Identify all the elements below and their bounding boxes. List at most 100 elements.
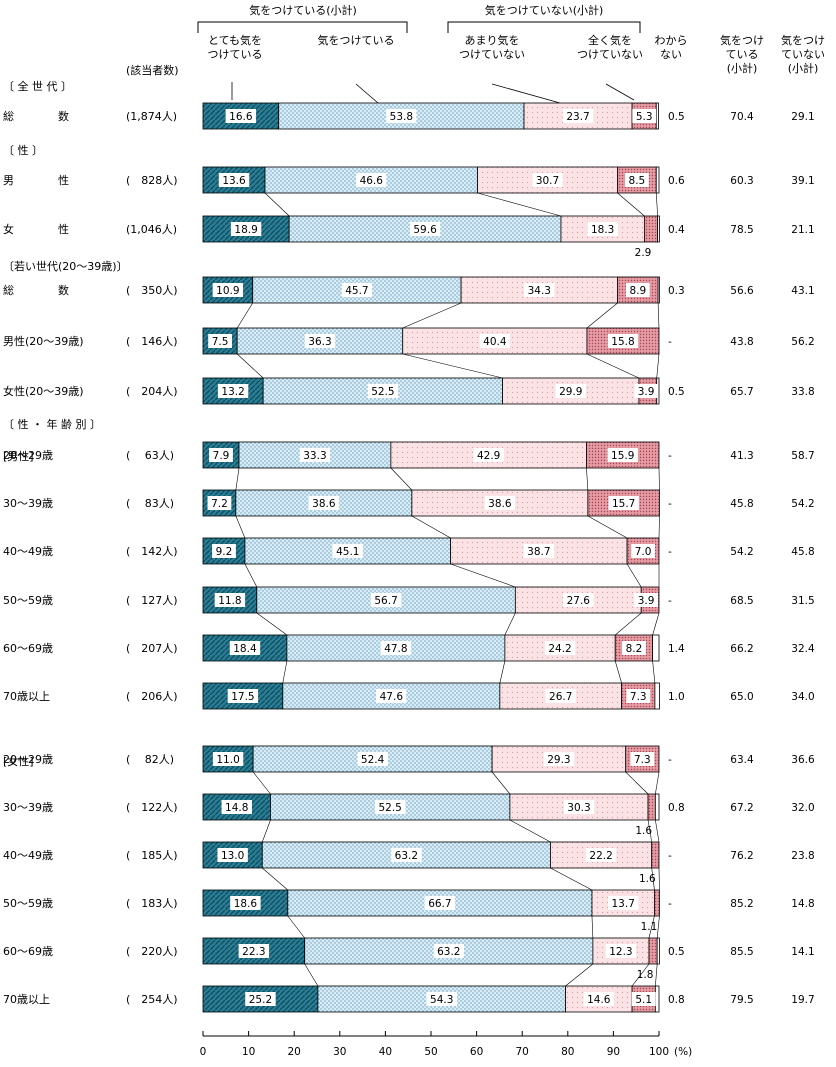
row-label: 70歳以上 — [3, 690, 50, 703]
data-label: 7.3 — [634, 754, 651, 766]
row-label: 60〜69歳 — [3, 642, 53, 655]
data-label: 42.9 — [477, 450, 500, 462]
connector-line — [282, 660, 288, 684]
data-label: 52.4 — [361, 754, 385, 766]
x-tick-label: 60 — [470, 1046, 483, 1058]
row-n: ( 254人) — [126, 993, 178, 1006]
data-label: 10.9 — [216, 285, 239, 297]
data-label-bg — [630, 752, 655, 766]
data-label-bg — [376, 689, 407, 703]
subtotal-nocare-value: 19.7 — [791, 994, 814, 1006]
data-label-bg — [634, 384, 658, 398]
connector-line — [587, 515, 628, 539]
row-n: ( 83人) — [126, 497, 174, 510]
data-label: 26.7 — [549, 691, 572, 703]
subtotal-nocare-value: 43.1 — [791, 285, 814, 297]
nocare-subtotal-header: ていない — [781, 48, 825, 61]
row-label: 40〜49歳 — [3, 545, 53, 558]
legend-leader-line — [491, 83, 561, 104]
row-label: 女性(20〜39歳) — [3, 384, 84, 398]
data-label-bg — [632, 109, 657, 123]
data-label-bg — [308, 496, 340, 510]
legend-label: つけていない — [459, 48, 525, 61]
data-label-bg — [626, 689, 651, 703]
bar-row: 50〜59歳 ( 127人) 11.8 56.7 27.6 3.9 - 68.5 31.5 — [3, 586, 815, 614]
row-label: 20〜29歳 — [3, 449, 53, 462]
bar-row: 40〜49歳 ( 185人) 13.0 63.2 22.2 1.6- 76.2 23.8 — [3, 841, 815, 885]
unknown-value: - — [668, 546, 672, 558]
connector-line — [651, 867, 655, 891]
row-label: 70歳以上 — [3, 993, 50, 1006]
subtotal-nocare-value: 33.8 — [791, 386, 814, 398]
row-n: ( 122人) — [126, 801, 178, 814]
data-label: 8.2 — [626, 643, 643, 655]
data-label-bg — [225, 109, 257, 123]
data-label: 13.2 — [221, 386, 244, 398]
bar-connector-lines — [235, 192, 660, 987]
unknown-value: 0.5 — [668, 386, 685, 398]
bar-segment-unknown — [657, 276, 660, 304]
unknown-value: 0.5 — [668, 111, 685, 123]
bar-row: 20〜29歳 ( 82人) 11.0 52.4 29.3 7.3 - 63.4 36.6 — [3, 745, 815, 773]
bar-row: 30〜39歳 ( 83人) 7.2 38.6 38.6 15.7 - 45.8 54.2 — [3, 489, 815, 517]
row-n: ( 82人) — [126, 753, 174, 766]
unknown-value: - — [668, 850, 672, 862]
data-label: 53.8 — [390, 111, 413, 123]
data-label-bg — [332, 544, 363, 558]
connector-line — [402, 302, 462, 329]
data-label: 23.7 — [566, 111, 589, 123]
data-label: 3.9 — [638, 595, 655, 607]
subtotal-nocare-value: 58.7 — [791, 450, 814, 462]
row-n: ( 146人) — [126, 335, 178, 348]
subtotal-nocare-value: 36.6 — [791, 754, 815, 766]
row-label: 30〜39歳 — [3, 801, 53, 814]
unknown-value: 0.4 — [668, 224, 685, 236]
connector-line — [252, 771, 271, 795]
male-subgroup-label: [男性] — [3, 449, 34, 463]
female-subgroup-label: [女性] — [3, 754, 34, 768]
subtotal-care-value: 78.5 — [730, 224, 753, 236]
connector-line — [235, 515, 246, 539]
connector-line — [655, 771, 660, 795]
data-label-bg — [587, 222, 618, 236]
legend-label: あまり気を — [465, 33, 520, 47]
data-label: 15.9 — [611, 450, 634, 462]
data-label-bg — [555, 384, 586, 398]
legend-label: 気をつけている — [318, 33, 395, 47]
x-tick-label: 100 — [649, 1046, 669, 1058]
connector-line — [656, 353, 660, 379]
row-label: 総 数 — [3, 283, 69, 297]
data-label-bg — [622, 641, 646, 655]
data-label-bg — [238, 944, 270, 958]
subtotal-nocare-value: 45.8 — [791, 546, 814, 558]
subtotal-care-value: 41.3 — [730, 450, 753, 462]
row-label: 50〜59歳 — [3, 594, 53, 607]
bar-row: 20〜29歳 ( 63人) 7.9 33.3 42.9 15.9 - 41.3 58.7 — [3, 441, 815, 469]
x-tick-label: 50 — [424, 1046, 437, 1058]
unknown-value: 0.8 — [668, 802, 685, 814]
connector-line — [450, 563, 516, 588]
data-label: 13.0 — [221, 850, 244, 862]
bar-segment-unknown — [657, 215, 660, 243]
data-label: 45.1 — [336, 546, 359, 558]
row-label: 男 性 — [3, 173, 69, 187]
data-label: 54.3 — [430, 994, 453, 1006]
legend-leader-line — [605, 83, 635, 101]
subtotal-nocare-value: 23.8 — [791, 850, 814, 862]
row-n: ( 220人) — [126, 945, 178, 958]
bar-segment-not-careful-at-all — [651, 841, 660, 869]
data-label-bg — [608, 896, 639, 910]
unknown-value: - — [668, 336, 672, 348]
x-axis-unit: (%) — [674, 1046, 692, 1058]
data-label: 16.6 — [229, 111, 253, 123]
data-label: 18.6 — [234, 898, 258, 910]
bar-segment-unknown — [652, 634, 660, 662]
data-label: 5.3 — [636, 111, 653, 123]
data-label: 13.7 — [612, 898, 635, 910]
data-label-bg — [625, 283, 650, 297]
x-tick-label: 70 — [516, 1046, 529, 1058]
data-label-outside: 2.9 — [635, 247, 652, 259]
x-tick-label: 10 — [242, 1046, 255, 1058]
subtotal-nocare-value: 21.1 — [791, 224, 814, 236]
